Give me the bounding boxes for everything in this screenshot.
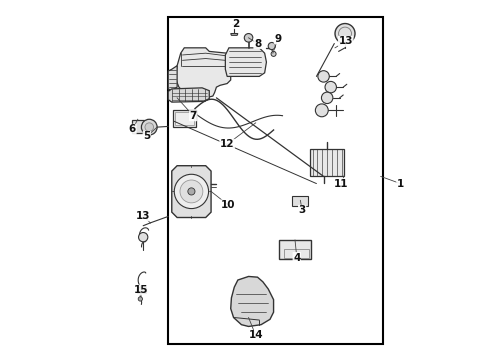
Text: 5: 5 bbox=[143, 131, 150, 141]
Polygon shape bbox=[225, 48, 267, 76]
Bar bbox=[172, 110, 196, 127]
Circle shape bbox=[316, 104, 328, 117]
Text: 8: 8 bbox=[254, 39, 261, 49]
Circle shape bbox=[137, 288, 141, 292]
Circle shape bbox=[268, 42, 275, 50]
Circle shape bbox=[271, 51, 276, 57]
Text: 3: 3 bbox=[298, 205, 306, 215]
Text: 14: 14 bbox=[248, 330, 263, 341]
Polygon shape bbox=[231, 276, 273, 327]
Circle shape bbox=[188, 188, 195, 195]
Text: 4: 4 bbox=[293, 252, 300, 262]
Circle shape bbox=[138, 297, 143, 301]
Circle shape bbox=[180, 180, 203, 203]
Text: 2: 2 bbox=[232, 18, 240, 28]
Polygon shape bbox=[231, 33, 238, 35]
Circle shape bbox=[318, 71, 329, 82]
Circle shape bbox=[142, 119, 157, 135]
Bar bbox=[293, 197, 308, 206]
Text: 1: 1 bbox=[397, 179, 404, 189]
Bar bbox=[279, 240, 311, 260]
Polygon shape bbox=[168, 88, 209, 102]
Bar bbox=[310, 149, 344, 176]
Polygon shape bbox=[168, 66, 177, 91]
Polygon shape bbox=[175, 48, 231, 98]
Text: 11: 11 bbox=[334, 179, 349, 189]
Bar bbox=[137, 287, 146, 293]
Circle shape bbox=[321, 92, 333, 104]
Circle shape bbox=[335, 23, 355, 44]
Text: 10: 10 bbox=[221, 200, 236, 210]
Text: 6: 6 bbox=[129, 124, 136, 134]
Text: 9: 9 bbox=[274, 34, 281, 44]
Circle shape bbox=[139, 233, 148, 242]
Bar bbox=[284, 249, 309, 258]
Circle shape bbox=[174, 174, 209, 208]
Circle shape bbox=[145, 123, 153, 131]
Text: 7: 7 bbox=[190, 111, 197, 121]
Bar bbox=[168, 18, 383, 344]
Text: 13: 13 bbox=[136, 211, 150, 221]
Bar bbox=[132, 120, 144, 133]
Circle shape bbox=[142, 288, 146, 292]
Text: 15: 15 bbox=[134, 285, 148, 295]
Polygon shape bbox=[172, 166, 211, 217]
Text: 13: 13 bbox=[339, 36, 353, 46]
Bar bbox=[175, 112, 194, 125]
Text: 12: 12 bbox=[220, 139, 234, 149]
Circle shape bbox=[325, 81, 337, 93]
Circle shape bbox=[245, 33, 253, 42]
